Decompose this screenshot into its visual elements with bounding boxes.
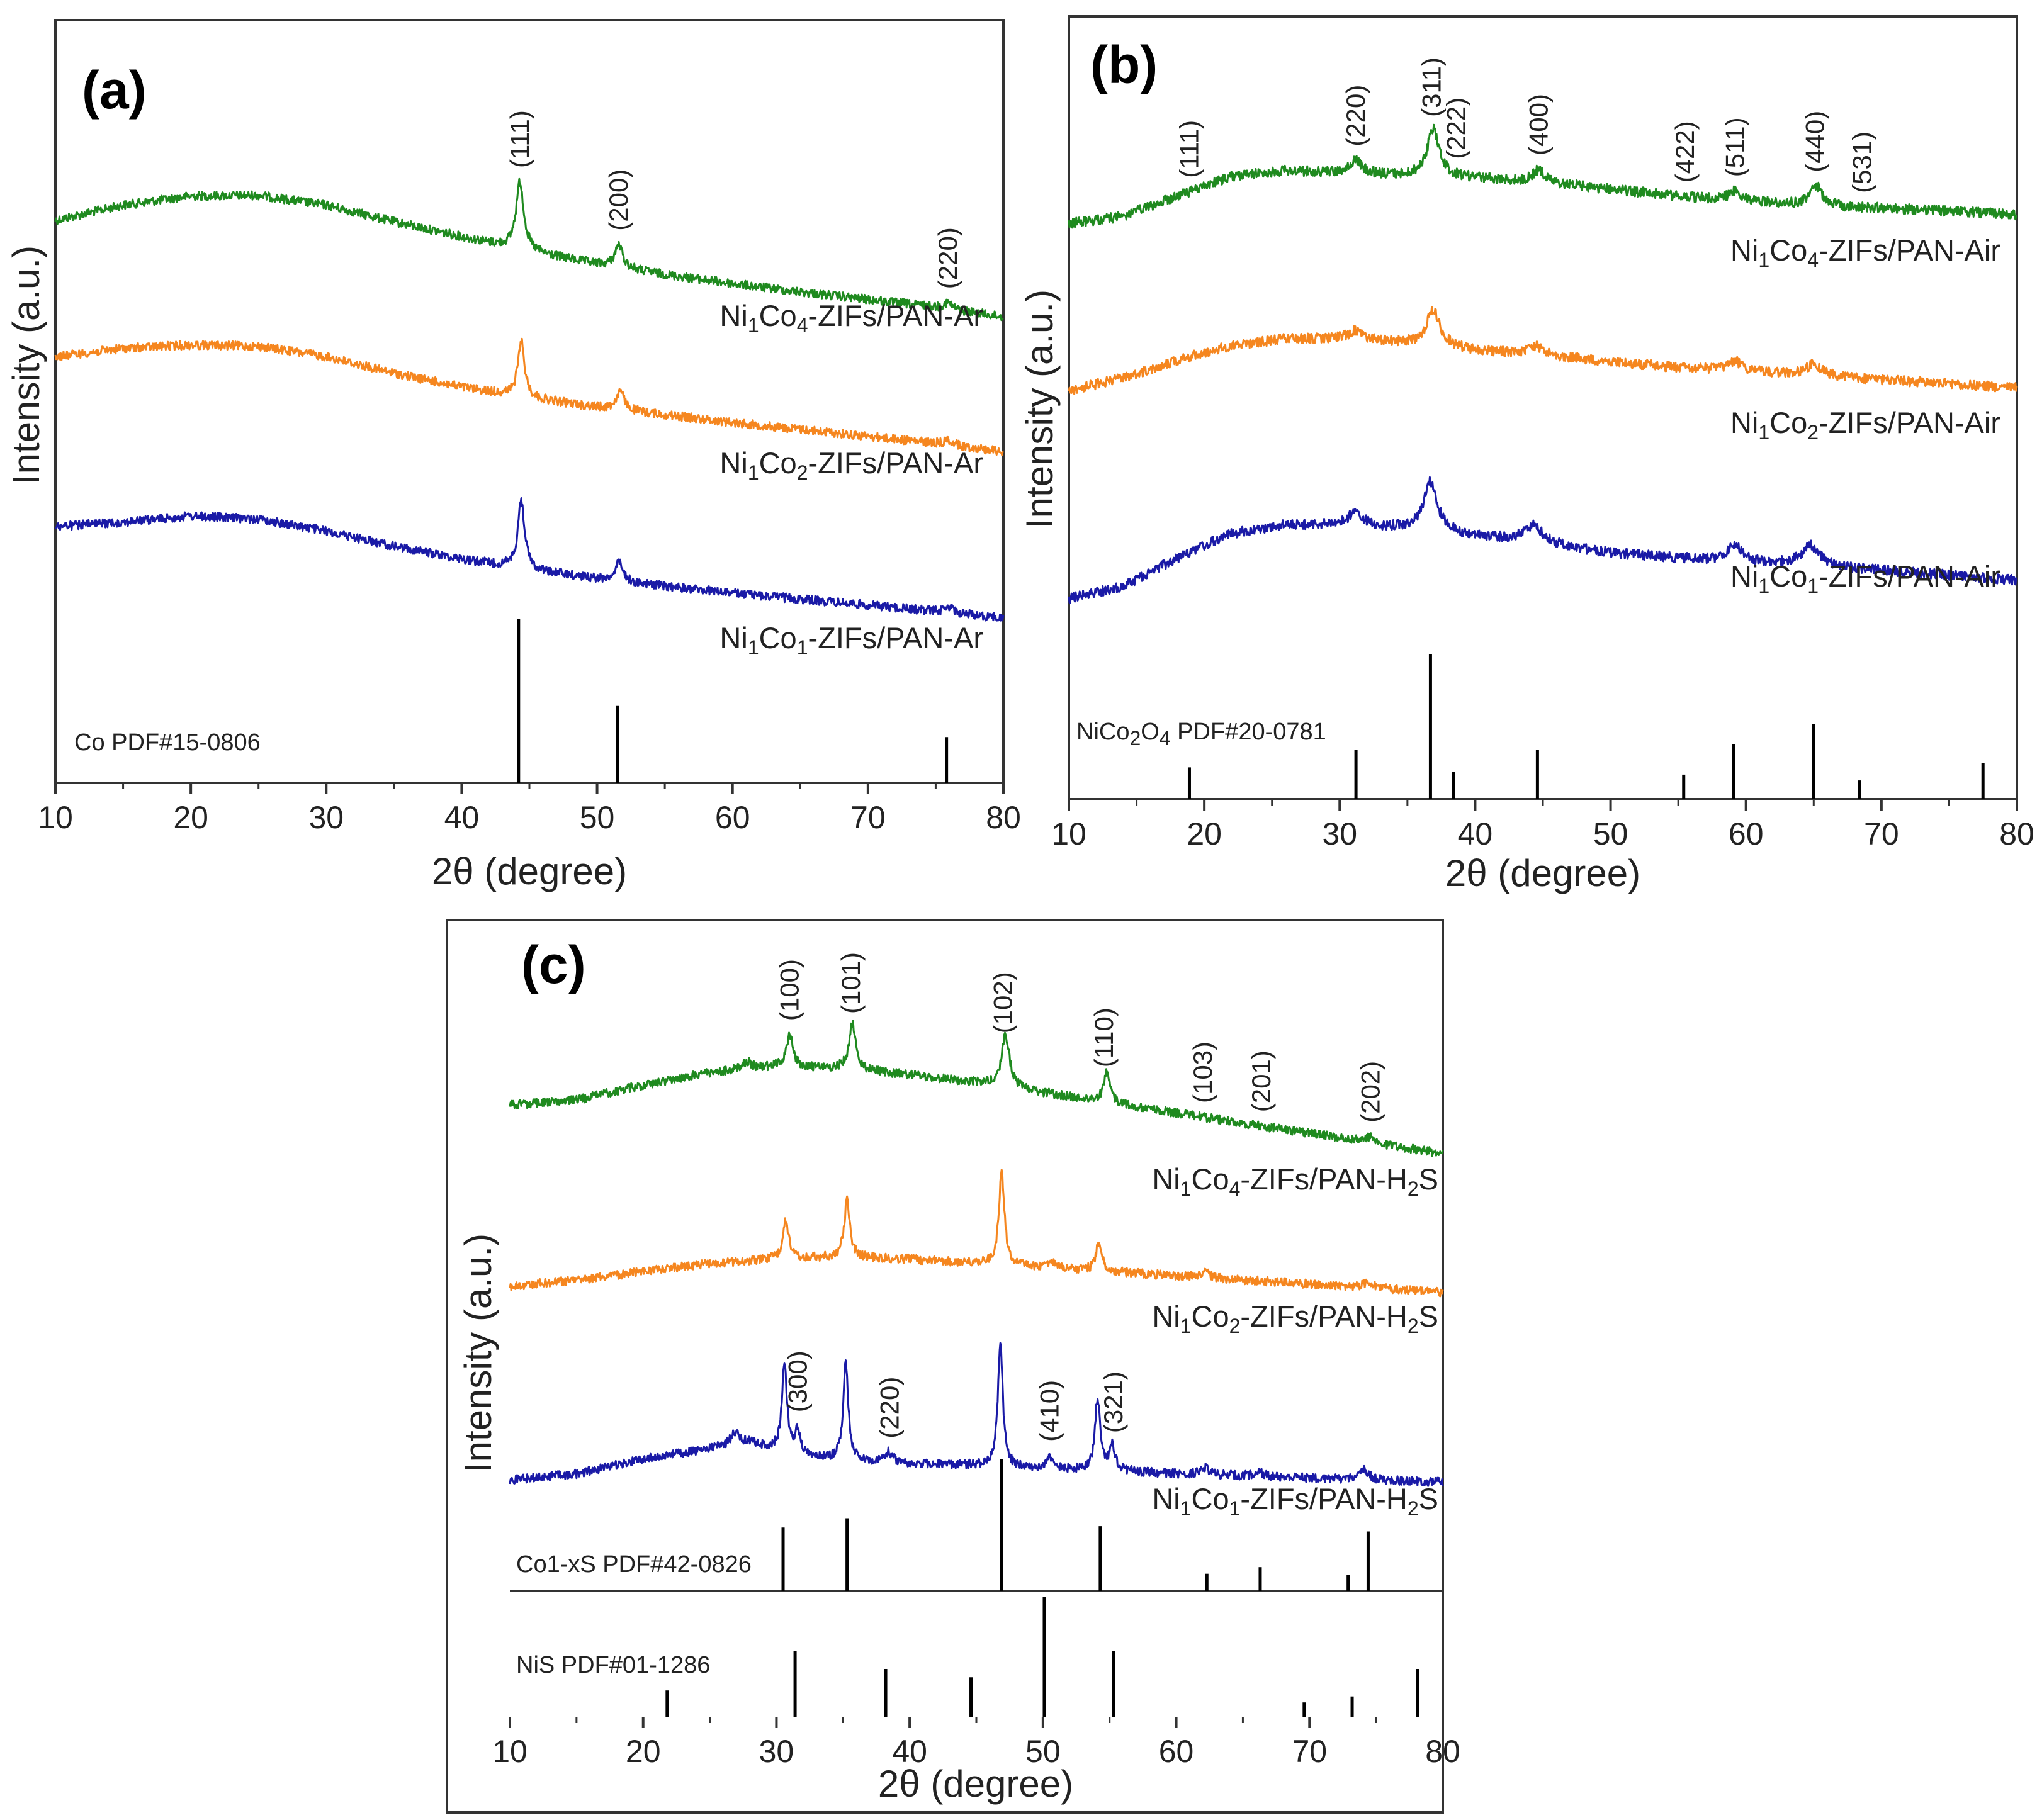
panel-c-ref1-label: Co1-xS PDF#42-0826 xyxy=(516,1551,752,1578)
panel-c: (c) Intensity (a.u.) 2θ (degree) 10 20 30 4… xyxy=(446,919,1460,1814)
panel-a-x-axis: 10 20 30 40 50 60 70 80 xyxy=(38,783,1021,835)
series-line xyxy=(1068,476,2018,604)
x-tick-label: 10 xyxy=(492,1734,528,1769)
panel-c-label-ni1co1: Ni1Co1-ZIFs/PAN-H2S xyxy=(1152,1482,1438,1520)
x-tick-label: 60 xyxy=(1159,1734,1194,1769)
panel-b-series xyxy=(1068,123,2018,604)
panel-b-label-ni1co2: Ni1Co2-ZIFs/PAN-Air xyxy=(1730,406,2000,444)
x-tick-label: 60 xyxy=(1729,816,1764,851)
hkl-label: (400) xyxy=(1524,94,1554,155)
x-tick-label: 80 xyxy=(1425,1734,1460,1769)
x-tick-label: 50 xyxy=(1025,1734,1061,1769)
hkl-label: (111) xyxy=(1175,120,1204,178)
panel-c-label: (c) xyxy=(521,935,586,994)
panel-b-miller-indices: (111) (220) (311)(222) (400) (422) (511) (440)… xyxy=(1175,57,1877,193)
x-tick-label: 80 xyxy=(986,800,1021,835)
panel-c-frame xyxy=(446,919,1444,1814)
x-tick-label: 20 xyxy=(1187,816,1222,851)
panel-c-x-axis-title: 2θ (degree) xyxy=(878,1763,1073,1805)
panel-a-label-ni1co4: Ni1Co4-ZIFs/PAN-Ar xyxy=(719,299,983,337)
panel-c-y-axis-title: Intensity (a.u.) xyxy=(457,1233,499,1473)
hkl-label: (200) xyxy=(604,169,633,231)
panel-a-label: (a) xyxy=(82,60,147,120)
panel-c-label-ni1co2: Ni1Co2-ZIFs/PAN-H2S xyxy=(1152,1300,1438,1337)
x-tick-label: 10 xyxy=(1051,816,1086,851)
series-line xyxy=(55,497,1005,622)
hkl-label: (440) xyxy=(1800,111,1829,172)
panel-a-miller-indices: (111) (200) (220) xyxy=(505,110,962,289)
panel-b-ref-label: NiCo2O4 PDF#20-0781 xyxy=(1076,719,1326,750)
panel-c-label-ni1co4: Ni1Co4-ZIFs/PAN-H2S xyxy=(1152,1162,1438,1200)
panel-c-ref2-label: NiS PDF#01-1286 xyxy=(516,1652,710,1678)
panel-a-label-ni1co1: Ni1Co1-ZIFs/PAN-Ar xyxy=(719,621,983,659)
hkl-label: (202) xyxy=(1356,1061,1385,1123)
x-tick-label: 70 xyxy=(1292,1734,1327,1769)
series-line xyxy=(54,337,1005,456)
x-tick-label: 70 xyxy=(850,800,886,835)
hkl-label: (220) xyxy=(933,227,962,289)
panel-a-label-ni1co2: Ni1Co2-ZIFs/PAN-Ar xyxy=(719,446,983,484)
hkl-label: (110) xyxy=(1089,1008,1119,1067)
panel-b-label: (b) xyxy=(1090,35,1158,94)
hkl-label: (300) xyxy=(782,1351,812,1412)
panel-a-series xyxy=(54,177,1005,622)
x-tick-label: 30 xyxy=(759,1734,794,1769)
hkl-label: (220) xyxy=(1341,85,1370,147)
panel-a-x-axis-title: 2θ (degree) xyxy=(432,850,627,892)
hkl-label: (102) xyxy=(988,972,1017,1033)
series-line xyxy=(509,1020,1444,1157)
panel-a-ref-label: Co PDF#15-0806 xyxy=(74,729,261,756)
x-tick-label: 10 xyxy=(38,800,73,835)
hkl-label: (101) xyxy=(836,952,866,1014)
panel-c-miller-indices: (100) (101) (102) (110) (103) (201) (202) (300)… xyxy=(775,952,1385,1442)
panel-b: (b) Intensity (a.u.) 2θ (degree) 10 20 30 4… xyxy=(1018,15,2034,894)
panel-b-y-axis-title: Intensity (a.u.) xyxy=(1018,289,1061,529)
x-tick-label: 40 xyxy=(1458,816,1493,851)
hkl-label: (321) xyxy=(1098,1371,1128,1433)
panel-b-reference-pattern xyxy=(1187,654,1985,799)
x-tick-label: 70 xyxy=(1864,816,1899,851)
x-tick-label: 50 xyxy=(1593,816,1628,851)
x-tick-label: 60 xyxy=(715,800,750,835)
panel-b-x-axis-title: 2θ (degree) xyxy=(1445,852,1640,894)
panel-c-x-axis: 10 20 30 40 50 60 70 80 xyxy=(492,1717,1460,1769)
series-line xyxy=(509,1169,1444,1298)
series-line xyxy=(1068,306,2018,395)
panel-a-y-axis-title: Intensity (a.u.) xyxy=(5,245,47,485)
hkl-label: (410) xyxy=(1034,1380,1064,1442)
x-tick-label: 50 xyxy=(580,800,615,835)
x-tick-label: 40 xyxy=(444,800,480,835)
x-tick-label: 40 xyxy=(892,1734,927,1769)
x-tick-label: 80 xyxy=(1999,816,2034,851)
panel-c-series xyxy=(509,1020,1444,1487)
hkl-label: (311) xyxy=(1417,57,1447,117)
hkl-label: (100) xyxy=(775,959,804,1021)
panel-a: (a) Intensity (a.u.) 2θ (degree) 10 20 30 4… xyxy=(5,19,1021,892)
series-line xyxy=(1068,123,2018,229)
hkl-label: (222) xyxy=(1441,98,1470,159)
hkl-label: (422) xyxy=(1670,121,1700,183)
x-tick-label: 30 xyxy=(308,800,344,835)
x-tick-label: 30 xyxy=(1322,816,1357,851)
series-line xyxy=(54,177,1004,322)
panel-b-label-ni1co1: Ni1Co1-ZIFs/PAN-Air xyxy=(1730,559,2000,597)
panel-b-x-axis: 10 20 30 40 50 60 70 80 xyxy=(1051,799,2034,851)
hkl-label: (220) xyxy=(874,1377,904,1439)
panel-b-label-ni1co4: Ni1Co4-ZIFs/PAN-Air xyxy=(1730,233,2000,271)
x-tick-label: 20 xyxy=(626,1734,661,1769)
hkl-label: (511) xyxy=(1720,117,1750,177)
x-tick-label: 20 xyxy=(173,800,208,835)
panel-a-reference-pattern xyxy=(517,619,949,783)
series-line xyxy=(509,1342,1444,1487)
hkl-label: (531) xyxy=(1848,132,1877,193)
hkl-label: (103) xyxy=(1188,1042,1217,1103)
hkl-label: (201) xyxy=(1246,1050,1276,1112)
hkl-label: (111) xyxy=(505,110,534,168)
panel-c-reference-patterns xyxy=(510,1459,1443,1717)
